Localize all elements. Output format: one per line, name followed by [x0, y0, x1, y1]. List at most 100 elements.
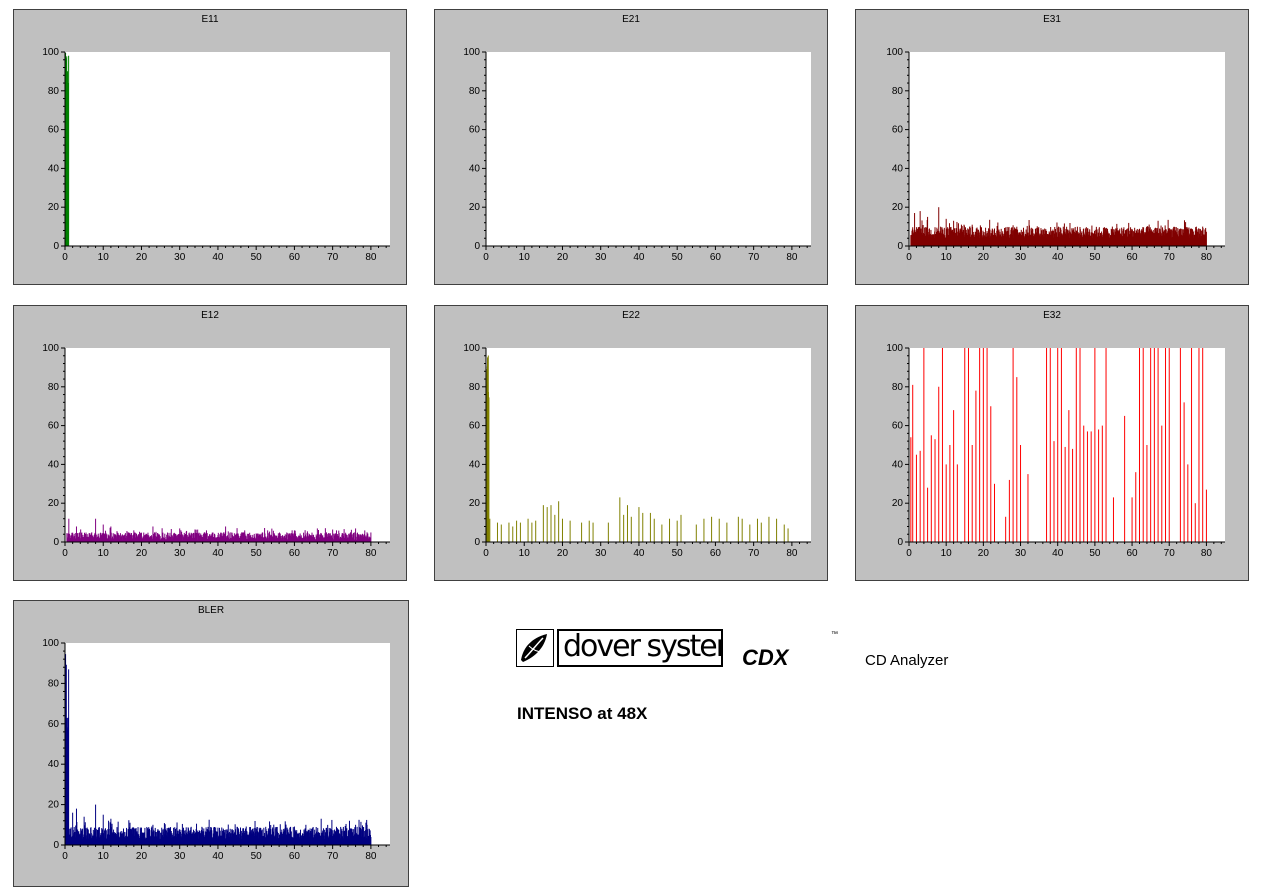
y-tick-label: 20	[469, 498, 481, 509]
x-tick-label: 30	[1015, 548, 1027, 559]
y-tick-label: 20	[48, 202, 60, 213]
x-tick-label: 20	[136, 851, 148, 862]
y-tick-label: 0	[897, 241, 903, 252]
x-tick-label: 60	[1126, 252, 1138, 263]
x-tick-label: 40	[633, 252, 645, 263]
x-tick-label: 80	[1201, 252, 1213, 263]
y-tick-label: 100	[886, 343, 903, 354]
y-tick-label: 20	[48, 800, 60, 811]
x-tick-label: 70	[748, 548, 760, 559]
y-tick-label: 20	[892, 202, 904, 213]
x-tick-label: 10	[519, 548, 531, 559]
plot-area	[486, 52, 811, 246]
y-tick-label: 40	[892, 459, 904, 470]
x-tick-label: 40	[633, 548, 645, 559]
chart-title: BLER	[197, 605, 225, 616]
x-tick-label: 80	[365, 252, 377, 263]
x-tick-label: 40	[1052, 252, 1064, 263]
dover-systems-logo: dover systems	[516, 629, 724, 667]
y-tick-label: 80	[469, 86, 481, 97]
y-tick-label: 20	[892, 498, 904, 509]
x-tick-label: 0	[62, 548, 68, 559]
x-tick-label: 30	[1015, 252, 1027, 263]
chart-svg-e32: 0 20 40 60 80 100 0 10 20 30 40 50 60 70 80	[886, 343, 1225, 559]
x-tick-label: 60	[710, 548, 722, 559]
y-tick-label: 100	[42, 638, 59, 649]
plot-area	[909, 52, 1225, 246]
x-tick-label: 20	[978, 548, 990, 559]
y-tick-label: 100	[42, 343, 59, 354]
y-tick-label: 60	[469, 125, 481, 136]
x-tick-label: 20	[557, 548, 569, 559]
chart-svg-e31: 0 20 40 60 80 100 0 10 20 30 40 50 60 70 80	[886, 47, 1225, 263]
chart-title: E31	[1043, 14, 1061, 25]
x-tick-label: 60	[1126, 548, 1138, 559]
x-tick-label: 70	[1164, 548, 1176, 559]
y-tick-label: 40	[469, 163, 481, 174]
chart-panel-e32: E32 0 20 40 60 80 100 0 10 20 30 40 50 60 70 80	[855, 305, 1249, 581]
x-tick-label: 50	[251, 548, 263, 559]
chart-panel-e31: E31 0 20 40 60 80 100 0 10 20 30 40 50 60 70 80	[855, 9, 1249, 285]
product-name: CDX	[742, 645, 789, 670]
x-tick-label: 80	[786, 548, 798, 559]
x-tick-label: 80	[365, 851, 377, 862]
chart-panel-e21: E21 0 20 40 60 80 100 0 10 20 30 40 50 60 70 80	[434, 9, 828, 285]
chart-panel-e22: E22 0 20 40 60 80 100 0 10 20 30 40 50 60 70 80	[434, 305, 828, 581]
x-tick-label: 0	[483, 548, 489, 559]
x-tick-label: 50	[672, 252, 684, 263]
chart-panel-bler: BLER 0 20 40 60 80 100 0 10 20 30 40 50 60 70 80	[13, 600, 409, 887]
bar-series	[910, 348, 1207, 542]
x-tick-label: 30	[174, 548, 186, 559]
x-tick-label: 60	[289, 548, 301, 559]
x-tick-label: 70	[327, 548, 339, 559]
product-subtitle: CD Analyzer	[865, 652, 949, 669]
chart-svg-e21: 0 20 40 60 80 100 0 10 20 30 40 50 60 70 80	[463, 47, 811, 263]
chart-title: E11	[201, 14, 219, 25]
x-tick-label: 40	[212, 252, 224, 263]
y-tick-label: 0	[474, 537, 480, 548]
y-tick-label: 20	[469, 202, 481, 213]
x-tick-label: 80	[365, 548, 377, 559]
x-tick-label: 80	[786, 252, 798, 263]
x-tick-label: 10	[941, 548, 953, 559]
company-name: dover systems	[557, 629, 723, 667]
x-tick-label: 10	[98, 252, 110, 263]
x-tick-label: 70	[327, 851, 339, 862]
y-tick-label: 40	[48, 163, 60, 174]
x-tick-label: 50	[672, 548, 684, 559]
chart-svg-e11: 0 20 40 60 80 100 0 10 20 30 40 50 60 70 80	[42, 47, 390, 263]
chart-title: E12	[201, 310, 219, 321]
chart-title: E21	[622, 14, 640, 25]
x-tick-label: 30	[174, 252, 186, 263]
chart-panel-e12: E12 0 20 40 60 80 100 0 10 20 30 40 50 60 70 80	[13, 305, 407, 581]
x-tick-label: 70	[748, 252, 760, 263]
x-tick-label: 10	[941, 252, 953, 263]
x-tick-label: 70	[327, 252, 339, 263]
y-tick-label: 0	[53, 840, 59, 851]
x-tick-label: 20	[136, 252, 148, 263]
x-tick-label: 40	[212, 548, 224, 559]
y-tick-label: 0	[897, 537, 903, 548]
y-tick-label: 60	[469, 421, 481, 432]
chart-title: E22	[622, 310, 640, 321]
y-tick-label: 80	[892, 382, 904, 393]
y-tick-label: 40	[469, 459, 481, 470]
plot-area	[486, 348, 811, 542]
y-tick-label: 80	[48, 678, 60, 689]
x-tick-label: 0	[62, 851, 68, 862]
chart-svg-bler: 0 20 40 60 80 100 0 10 20 30 40 50 60 70 80	[42, 638, 390, 862]
chart-panel-e11: E11 0 20 40 60 80 100 0 10 20 30 40 50 60 70 80	[13, 9, 407, 285]
y-tick-label: 80	[892, 86, 904, 97]
x-tick-label: 20	[978, 252, 990, 263]
chart-svg-e22: 0 20 40 60 80 100 0 10 20 30 40 50 60 70 80	[463, 343, 811, 559]
y-tick-label: 100	[886, 47, 903, 58]
x-tick-label: 50	[1089, 252, 1101, 263]
x-tick-label: 50	[251, 851, 263, 862]
y-tick-label: 60	[48, 719, 60, 730]
y-tick-label: 0	[474, 241, 480, 252]
x-tick-label: 0	[906, 252, 912, 263]
y-tick-label: 40	[48, 759, 60, 770]
y-tick-label: 60	[892, 125, 904, 136]
y-tick-label: 80	[48, 86, 60, 97]
bar-series	[64, 654, 372, 845]
